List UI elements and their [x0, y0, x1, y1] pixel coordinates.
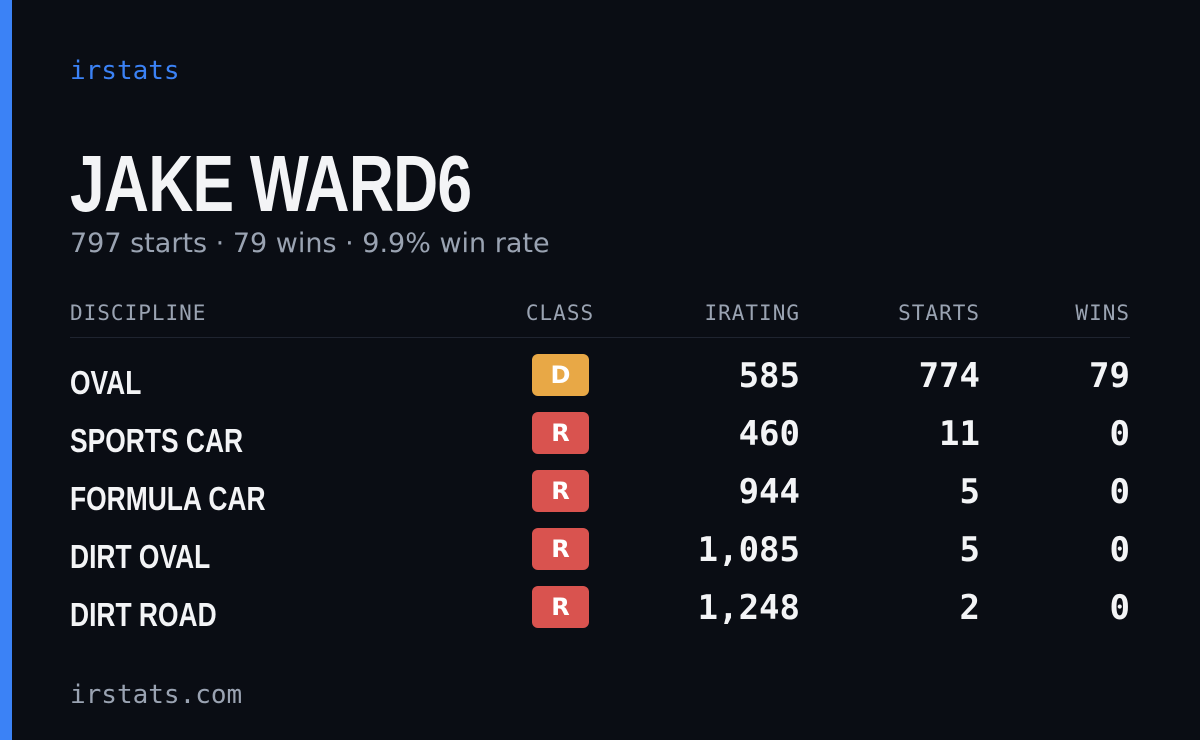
- starts: 11: [939, 414, 980, 454]
- irating: 1,248: [697, 588, 800, 628]
- irating: 944: [738, 472, 800, 512]
- column-header: WINS: [1075, 301, 1130, 325]
- class-badge: R: [532, 412, 589, 454]
- starts: 2: [959, 588, 980, 628]
- discipline: FORMULA CAR: [70, 480, 266, 517]
- wins: 79: [1089, 356, 1130, 396]
- discipline: DIRT OVAL: [70, 538, 211, 575]
- discipline: DIRT ROAD: [70, 596, 217, 633]
- discipline: OVAL: [70, 364, 142, 401]
- footer: irstats.com: [70, 680, 243, 710]
- starts: 774: [918, 356, 980, 396]
- wins: 0: [1109, 588, 1130, 628]
- header-rule: [70, 337, 1130, 338]
- discipline: SPORTS CAR: [70, 422, 244, 459]
- column-header: IRATING: [704, 301, 800, 325]
- column-header: DISCIPLINE: [70, 301, 207, 325]
- irating: 1,085: [697, 530, 800, 570]
- accent-bar: [0, 0, 12, 740]
- irating: 460: [738, 414, 800, 454]
- class-badge: R: [532, 528, 589, 570]
- class-badge: R: [532, 586, 589, 628]
- driver-summary: 797 starts · 79 wins · 9.9% win rate: [70, 228, 550, 259]
- wins: 0: [1109, 530, 1130, 570]
- brand: irstats: [70, 56, 180, 86]
- column-header: STARTS: [898, 301, 980, 325]
- irating: 585: [738, 356, 800, 396]
- starts: 5: [959, 472, 980, 512]
- driver-name: JAKE WARD6: [70, 139, 472, 228]
- class-badge: D: [532, 354, 589, 396]
- column-header: CLASS: [525, 301, 595, 325]
- class-badge: R: [532, 470, 589, 512]
- wins: 0: [1109, 472, 1130, 512]
- wins: 0: [1109, 414, 1130, 454]
- starts: 5: [959, 530, 980, 570]
